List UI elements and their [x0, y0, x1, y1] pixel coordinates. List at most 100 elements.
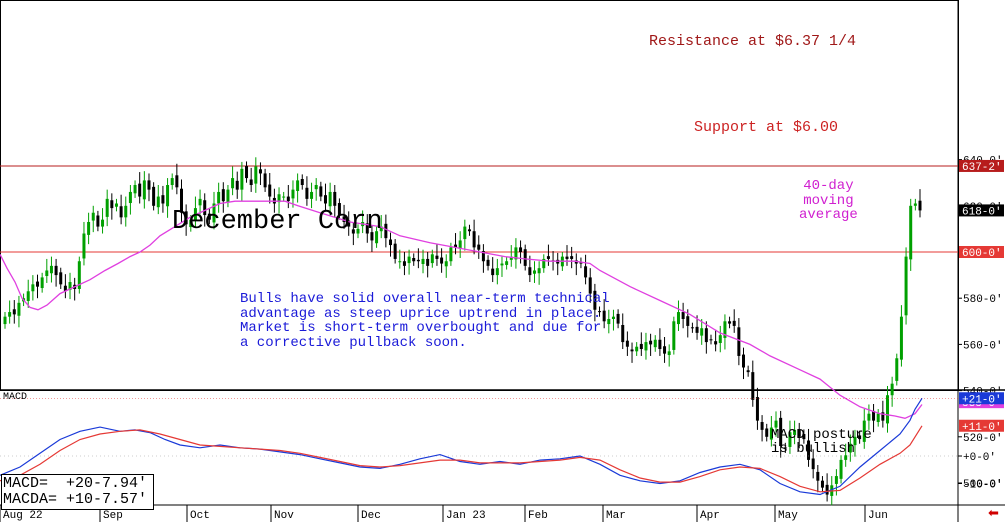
candle-body: [356, 228, 360, 234]
candle-body: [384, 223, 388, 239]
candle-body: [398, 261, 402, 263]
candle-body: [872, 410, 876, 421]
candle-body: [532, 270, 536, 274]
candle-body: [77, 261, 81, 289]
candle-body: [820, 480, 824, 488]
candle-body: [207, 213, 211, 220]
candle-body: [351, 229, 355, 234]
macd-title: MACD: [3, 392, 28, 403]
candle-body: [430, 254, 434, 264]
candle-body: [663, 346, 667, 354]
candle-body: [449, 247, 453, 262]
candle-body: [310, 191, 314, 199]
candle-body: [114, 203, 118, 207]
candle-body: [333, 191, 337, 206]
candle-body: [212, 203, 216, 223]
candle-body: [649, 340, 653, 345]
candle-body: [834, 476, 838, 484]
candle-body: [858, 435, 862, 440]
candle-body: [602, 310, 606, 322]
candle-body: [579, 262, 583, 264]
candle-body: [913, 203, 917, 206]
moving-average-line: [0, 200, 923, 419]
x-axis: Aug 22 Sep Oct Nov Dec Jan 23 Feb Mar Apr May Jun: [0, 505, 888, 522]
candle-body: [323, 195, 327, 204]
candle-body: [319, 186, 323, 197]
candle-body: [732, 320, 736, 326]
candle-body: [152, 186, 156, 206]
candle-body: [263, 173, 267, 188]
candle-body: [788, 432, 792, 447]
macd-panel: [0, 397, 958, 457]
candle-body: [537, 268, 541, 274]
candle-body: [467, 229, 471, 232]
candle-body: [848, 443, 852, 453]
candle-body: [305, 187, 309, 199]
candle-body: [365, 223, 369, 234]
resistance-label: Resistance at $6.37 1/4: [649, 33, 857, 50]
candle-body: [156, 196, 160, 208]
candle-body: [825, 484, 829, 495]
candle-body: [379, 226, 383, 232]
candle-body: [690, 327, 694, 329]
y-tick-label: 560-0': [963, 340, 1003, 352]
candle-body: [128, 191, 132, 204]
candle-body: [523, 249, 527, 266]
candle-body: [393, 243, 397, 259]
y-tick-label: 500-0': [963, 479, 1003, 491]
candle-body: [899, 316, 903, 360]
candle-body: [175, 175, 179, 188]
candle-body: [709, 339, 713, 341]
price-tag-label: 600-0': [962, 248, 1002, 260]
candle-body: [751, 372, 755, 400]
candle-body: [505, 261, 509, 265]
candle-body: [746, 370, 750, 373]
candle-body: [277, 194, 281, 203]
candle-body: [779, 417, 783, 447]
candle-body: [245, 166, 249, 179]
candle-body: [807, 440, 811, 460]
candle-body: [639, 343, 643, 350]
candle-body: [347, 220, 351, 227]
candle-body: [184, 211, 188, 225]
candle-body: [221, 189, 225, 202]
candle-body: [36, 281, 40, 287]
candle-body: [853, 436, 857, 446]
candle-body: [101, 219, 105, 227]
macd-value: MACD= +20-7.94': [3, 475, 148, 492]
candle-body: [82, 233, 86, 259]
candle-body: [728, 321, 732, 324]
candle-body: [254, 166, 258, 184]
candle-body: [890, 383, 894, 396]
candle-body: [133, 185, 137, 194]
candle-body: [472, 231, 476, 248]
candle-body: [203, 200, 207, 216]
candle-body: [760, 422, 764, 430]
candle-body: [844, 455, 848, 460]
candle-body: [402, 261, 406, 266]
candle-body: [783, 447, 787, 449]
candle-body: [765, 428, 769, 437]
candle-body: [26, 291, 30, 301]
price-tag-label: 618-0': [962, 206, 1002, 218]
candle-body: [495, 268, 499, 276]
candle-body: [797, 429, 801, 437]
candle-body: [110, 200, 114, 209]
candle-body: [704, 328, 708, 343]
candle-body: [435, 255, 439, 259]
candle-body: [416, 259, 420, 262]
candle-body: [217, 191, 221, 204]
candle-body: [166, 185, 170, 207]
macda-value: MACDA= +10-7.57': [3, 491, 148, 508]
candle-body: [454, 244, 458, 248]
candle-body: [458, 240, 462, 249]
candle-body: [12, 309, 16, 315]
scroll-left-arrow-icon[interactable]: ⬅: [988, 506, 999, 521]
candle-body: [500, 263, 504, 266]
candle-body: [653, 339, 657, 348]
candle-body: [876, 413, 880, 423]
candle-body: [226, 189, 230, 203]
candle-body: [542, 258, 546, 269]
